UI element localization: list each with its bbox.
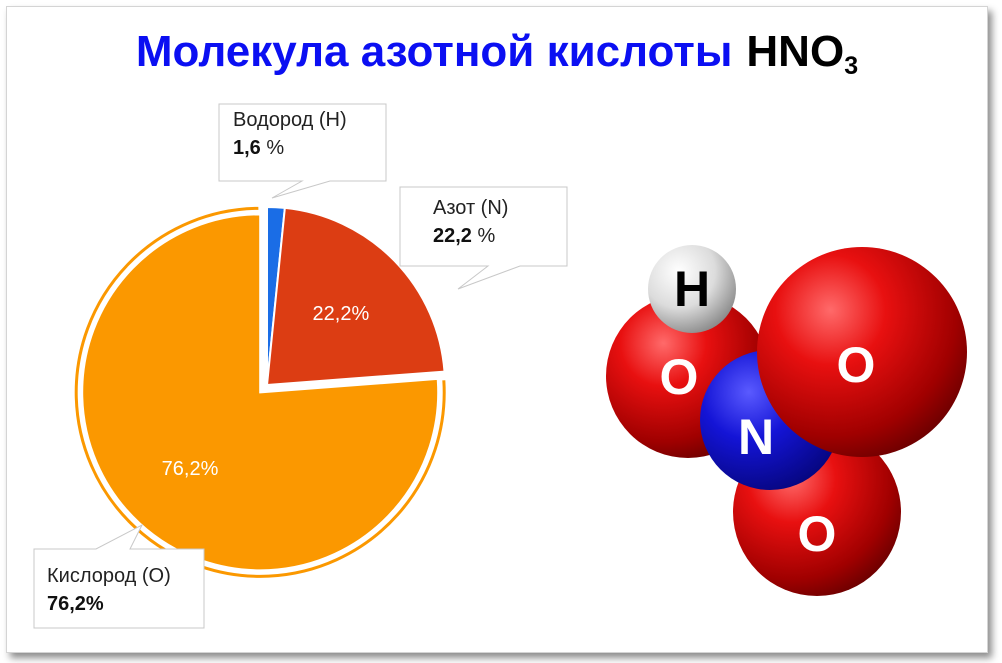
page-title: Молекула азотной кислоты HNO3: [7, 27, 987, 81]
atom-o-right: [757, 247, 967, 457]
callout-oxygen-box: [33, 523, 205, 629]
pie-data-label-2: 76,2%: [162, 458, 219, 480]
pie-slice-2: [81, 213, 440, 572]
pie-chart: 22,2% 76,2%: [74, 205, 446, 578]
atom-label-h: H: [674, 261, 710, 317]
atom-label-n: N: [738, 409, 774, 465]
title-formula-subscript: 3: [844, 52, 859, 80]
callout-nitrogen-box: [399, 186, 568, 290]
callout-nitrogen-value: 22,2: [433, 225, 472, 247]
pie-slice-1: [265, 206, 446, 387]
pie-data-label-1: 22,2%: [313, 303, 370, 325]
callout-hydrogen-value: 1,6: [233, 137, 261, 159]
title-formula-text: HNO: [746, 27, 845, 76]
title-main: Молекула азотной кислоты: [135, 27, 733, 76]
callout-hydrogen-box: [218, 103, 387, 199]
callout-nitrogen-unit: %: [471, 225, 496, 247]
callout-oxygen: Кислород (O) 76,2%: [47, 562, 171, 618]
atom-label-o-right: O: [837, 337, 876, 393]
callout-nitrogen: Азот (N) 22,2 %: [433, 194, 508, 250]
callout-hydrogen-label: Водород (H): [233, 109, 347, 131]
molecule-model: H O O N O: [606, 245, 967, 596]
atom-h: [648, 245, 736, 333]
callout-nitrogen-label: Азот (N): [433, 197, 509, 219]
callout-oxygen-label: Кислород (O): [47, 565, 171, 587]
title-formula: HNO3: [746, 27, 858, 80]
pie-slice-highlight-2: [74, 206, 446, 578]
atom-label-o-bottom: O: [798, 506, 837, 562]
atom-label-o-left: O: [660, 349, 699, 405]
callout-hydrogen-unit: %: [260, 137, 285, 159]
callout-oxygen-value: 76,2%: [47, 593, 104, 615]
callout-hydrogen: Водород (H) 1,6 %: [233, 106, 347, 162]
